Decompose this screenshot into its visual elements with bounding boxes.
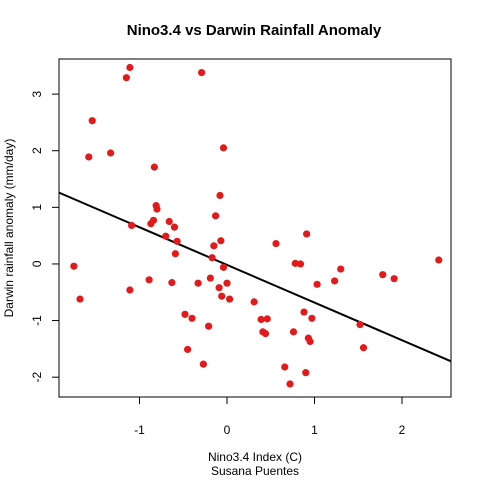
chart-title: Nino3.4 vs Darwin Rainfall Anomaly bbox=[127, 22, 382, 39]
data-point bbox=[300, 308, 308, 316]
y-tick-label: 3 bbox=[30, 90, 44, 97]
data-point bbox=[210, 242, 218, 250]
data-point bbox=[219, 263, 228, 271]
plot-frame bbox=[58, 58, 452, 398]
data-point bbox=[223, 279, 231, 287]
y-axis-label: Darwin rainfall anomaly (mm/day) bbox=[2, 139, 16, 318]
data-point bbox=[356, 320, 364, 329]
data-point bbox=[263, 315, 271, 323]
data-point bbox=[331, 277, 339, 285]
data-point bbox=[261, 329, 270, 338]
data-point bbox=[128, 221, 136, 230]
data-point bbox=[199, 360, 207, 368]
data-point bbox=[171, 250, 179, 258]
data-point bbox=[198, 68, 206, 77]
data-point bbox=[76, 295, 84, 303]
data-point bbox=[145, 276, 153, 284]
data-point bbox=[272, 239, 280, 248]
data-point bbox=[306, 337, 314, 346]
data-point bbox=[303, 230, 311, 238]
data-point bbox=[215, 284, 223, 292]
data-points bbox=[70, 63, 443, 388]
regression-line bbox=[58, 191, 452, 363]
data-point bbox=[337, 265, 345, 273]
x-tick-label: 1 bbox=[311, 423, 318, 437]
data-point bbox=[257, 315, 265, 324]
data-point bbox=[308, 314, 316, 322]
data-point bbox=[205, 322, 213, 330]
y-tick-label: 1 bbox=[30, 204, 44, 211]
x-axis: -1 0 1 2 bbox=[134, 397, 406, 437]
data-point bbox=[435, 256, 443, 264]
data-point bbox=[218, 292, 226, 300]
x-tick-label: -1 bbox=[134, 423, 145, 437]
y-tick-label: -2 bbox=[30, 372, 44, 383]
y-tick-label: 2 bbox=[30, 147, 44, 154]
x-axis-label: Nino3.4 Index (C) bbox=[208, 450, 302, 464]
data-point bbox=[168, 279, 176, 287]
data-point bbox=[313, 280, 321, 288]
data-point bbox=[250, 298, 258, 306]
y-tick-label: -1 bbox=[30, 315, 44, 326]
data-point bbox=[206, 274, 214, 282]
data-point bbox=[88, 117, 96, 125]
data-point bbox=[170, 223, 179, 231]
data-point bbox=[212, 212, 220, 220]
data-point bbox=[85, 153, 93, 161]
data-point bbox=[149, 216, 158, 224]
data-point bbox=[126, 286, 134, 294]
data-point bbox=[296, 260, 305, 268]
data-point bbox=[226, 295, 234, 303]
data-point bbox=[291, 259, 299, 267]
data-point bbox=[126, 63, 134, 72]
data-point bbox=[194, 279, 202, 287]
data-point bbox=[208, 254, 216, 262]
data-point bbox=[289, 328, 298, 336]
x-axis-sublabel: Susana Puentes bbox=[211, 464, 299, 478]
data-point bbox=[181, 310, 189, 318]
data-point bbox=[153, 205, 161, 213]
data-point bbox=[150, 163, 158, 171]
data-point bbox=[188, 314, 196, 322]
data-point bbox=[122, 74, 130, 82]
data-point bbox=[379, 271, 387, 279]
data-point bbox=[359, 344, 368, 352]
data-point bbox=[107, 149, 115, 157]
data-point bbox=[390, 275, 398, 283]
data-point bbox=[302, 369, 310, 377]
data-point bbox=[217, 237, 225, 245]
data-point bbox=[219, 144, 228, 152]
data-point bbox=[70, 262, 78, 270]
data-point bbox=[165, 217, 173, 226]
data-point bbox=[216, 191, 224, 200]
y-axis: -2 -1 0 1 2 3 bbox=[30, 90, 59, 383]
data-point bbox=[286, 380, 294, 388]
data-point bbox=[281, 363, 289, 371]
x-tick-label: 2 bbox=[399, 423, 406, 437]
x-tick-label: 0 bbox=[224, 423, 231, 437]
data-point bbox=[162, 232, 170, 240]
data-point bbox=[184, 345, 192, 354]
y-tick-label: 0 bbox=[30, 260, 44, 267]
data-point bbox=[173, 237, 181, 245]
